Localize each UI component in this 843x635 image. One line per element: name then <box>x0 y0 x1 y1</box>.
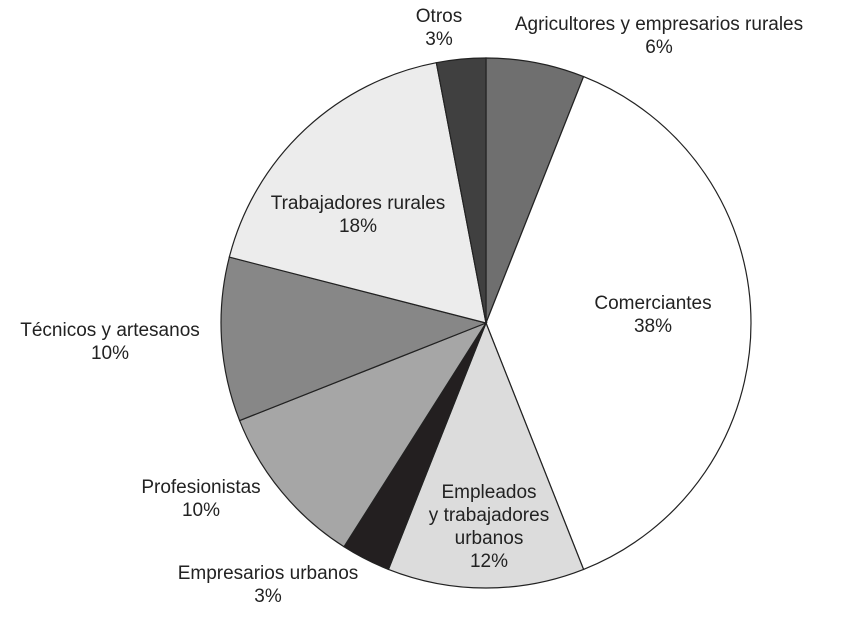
slice-percent: 10% <box>182 500 220 521</box>
slice-profesionistas <box>238 321 488 548</box>
slice-name: Profesionistas <box>141 477 260 498</box>
slice-name: Trabajadores rurales <box>271 193 446 214</box>
slice-percent: 18% <box>339 216 377 237</box>
slice-tecnicos-y-artesanos <box>220 256 488 422</box>
slice-empleados-y-trabajadores-urbanos <box>387 321 585 589</box>
slice-name: Técnicos y artesanos <box>20 320 200 341</box>
slice-name: Otros <box>416 6 462 27</box>
slice-name: urbanos <box>455 528 524 549</box>
label-comerciantes: Comerciantes 38% <box>594 293 711 337</box>
slice-name: Agricultores y empresarios rurales <box>515 14 803 35</box>
slice-name: Empresarios urbanos <box>178 563 359 584</box>
slice-trabajadores-rurales <box>228 61 487 324</box>
slice-name: Empleados <box>441 482 536 503</box>
slice-comerciantes <box>485 75 752 571</box>
slice-percent: 3% <box>425 29 453 50</box>
pie-labels: Agricultores y empresarios rurales 6% Come… <box>20 6 803 607</box>
label-empleados-y-trabajadores-urbanos: Empleados y trabajadores urbanos 12% <box>429 482 549 572</box>
pie-slices <box>220 57 752 589</box>
slice-percent: 38% <box>634 316 672 337</box>
slice-percent: 3% <box>254 586 282 607</box>
label-profesionistas: Profesionistas 10% <box>141 477 260 521</box>
slice-name: y trabajadores <box>429 505 549 526</box>
label-otros: Otros 3% <box>416 6 462 50</box>
slice-percent: 12% <box>470 551 508 572</box>
label-agricultores-y-empresarios-rurales: Agricultores y empresarios rurales 6% <box>515 14 803 58</box>
label-trabajadores-rurales: Trabajadores rurales 18% <box>271 193 446 237</box>
label-tecnicos-y-artesanos: Técnicos y artesanos 10% <box>20 320 200 364</box>
label-empresarios-urbanos: Empresarios urbanos 3% <box>178 563 359 607</box>
slice-percent: 10% <box>91 343 129 364</box>
slice-otros <box>435 57 487 324</box>
slice-percent: 6% <box>645 37 673 58</box>
slice-name: Comerciantes <box>594 293 711 314</box>
